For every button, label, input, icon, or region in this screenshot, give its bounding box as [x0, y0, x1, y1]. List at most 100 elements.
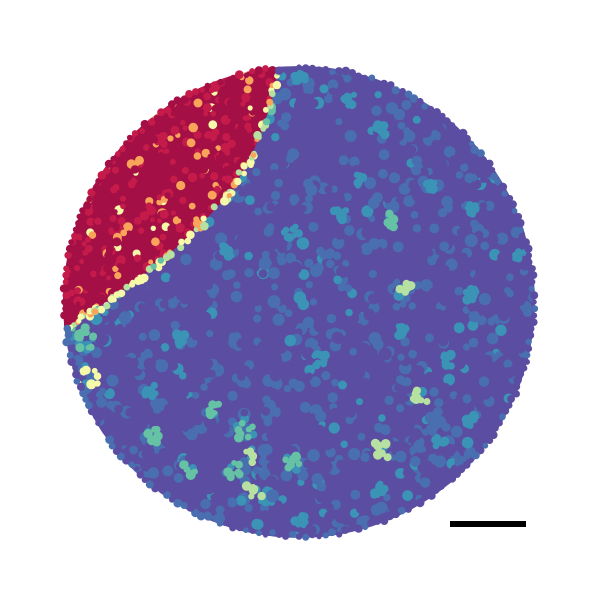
- spot: [389, 172, 400, 184]
- spot: [87, 188, 96, 197]
- spot: [513, 383, 521, 391]
- spot: [345, 146, 357, 158]
- spot: [338, 428, 348, 439]
- spot: [303, 84, 314, 96]
- spot: [130, 165, 140, 174]
- spot: [177, 210, 186, 220]
- spot: [525, 252, 532, 259]
- spot: [55, 123, 60, 128]
- spot: [68, 141, 74, 147]
- spot: [63, 166, 74, 176]
- spot: [332, 251, 342, 261]
- spot: [456, 464, 466, 474]
- spot: [217, 422, 230, 435]
- spot: [138, 308, 147, 317]
- spot: [427, 255, 437, 266]
- spot: [223, 519, 231, 527]
- spot: [193, 98, 203, 108]
- spot: [252, 346, 263, 357]
- spot: [143, 101, 151, 109]
- spot: [490, 172, 499, 181]
- spot: [271, 283, 279, 291]
- spot: [425, 333, 434, 343]
- spot: [120, 203, 126, 210]
- spot: [112, 184, 120, 191]
- spot: [53, 169, 59, 175]
- spot: [197, 306, 207, 316]
- spot: [480, 176, 488, 183]
- spot: [390, 420, 404, 434]
- spot: [381, 124, 388, 131]
- spot: [453, 322, 465, 334]
- spot: [190, 76, 199, 85]
- spot: [368, 269, 377, 279]
- spot: [107, 257, 117, 267]
- spot: [408, 302, 416, 310]
- spot: [362, 524, 369, 531]
- spot: [506, 273, 514, 282]
- spot: [93, 85, 101, 93]
- spot: [193, 416, 203, 426]
- spot: [85, 168, 93, 176]
- spot: [287, 460, 294, 467]
- spot: [177, 55, 184, 62]
- spot: [198, 119, 208, 128]
- spot: [455, 393, 463, 401]
- spot: [272, 80, 282, 90]
- spot: [176, 180, 186, 191]
- spot: [63, 215, 69, 226]
- spot: [66, 351, 74, 359]
- spot: [54, 238, 63, 247]
- spot: [360, 254, 371, 265]
- spot: [240, 162, 248, 170]
- spot: [163, 491, 171, 499]
- spot: [218, 381, 226, 389]
- spot: [191, 70, 197, 76]
- spot: [88, 231, 97, 239]
- spot: [301, 518, 309, 526]
- spot: [75, 343, 85, 353]
- spot: [67, 259, 74, 266]
- spot: [128, 461, 135, 468]
- spot: [184, 452, 196, 464]
- spot: [155, 55, 164, 64]
- spot: [167, 224, 176, 234]
- spot: [412, 386, 421, 395]
- spot: [164, 106, 172, 114]
- spot: [402, 468, 413, 478]
- spot: [307, 417, 318, 428]
- spot: [443, 359, 450, 366]
- spot: [257, 491, 266, 501]
- spot: [224, 86, 234, 96]
- spot: [359, 486, 369, 496]
- spot: [530, 291, 539, 300]
- spot: [330, 185, 338, 193]
- spot: [63, 92, 67, 102]
- spot: [162, 314, 171, 323]
- spot: [297, 469, 309, 481]
- spot: [125, 407, 135, 417]
- spot: [470, 145, 479, 155]
- spot: [65, 158, 74, 167]
- spot: [179, 371, 187, 380]
- spot: [524, 244, 533, 253]
- spot: [180, 74, 187, 82]
- spot: [426, 249, 434, 257]
- spot: [230, 290, 243, 303]
- spot: [129, 281, 136, 288]
- spot: [433, 455, 447, 468]
- spot: [161, 176, 167, 183]
- spot: [65, 166, 72, 172]
- spot: [461, 436, 474, 449]
- spot: [378, 149, 390, 161]
- spot: [335, 67, 343, 75]
- spot: [100, 111, 106, 117]
- spot: [53, 321, 62, 330]
- spot: [140, 119, 150, 129]
- spot: [200, 215, 207, 222]
- spot: [282, 226, 290, 234]
- spot: [476, 446, 485, 455]
- spot: [132, 66, 142, 69]
- spot: [85, 401, 93, 410]
- spot: [203, 53, 212, 62]
